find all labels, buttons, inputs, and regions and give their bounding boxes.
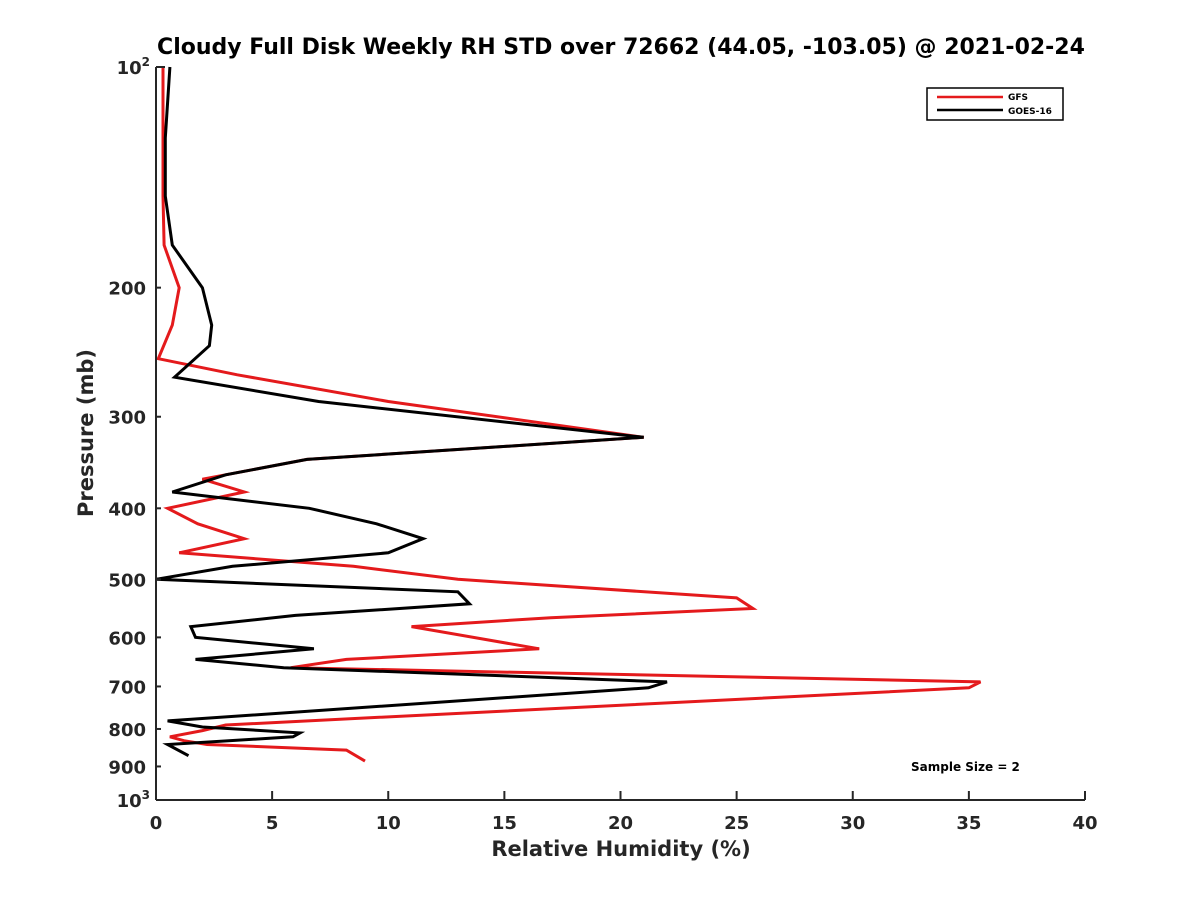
x-tick-label: 35 xyxy=(956,813,981,834)
y-tick-label: 300 xyxy=(108,408,146,429)
x-axis-label: Relative Humidity (%) xyxy=(491,837,750,861)
legend-label-gfs: GFS xyxy=(1008,93,1028,103)
series-line-gfs xyxy=(156,67,982,763)
x-tick-label: 10 xyxy=(376,813,401,834)
y-tick-label: 103 xyxy=(117,788,150,812)
chart-title: Cloudy Full Disk Weekly RH STD over 7266… xyxy=(157,35,1085,60)
x-tick-label: 20 xyxy=(608,813,633,834)
x-tick-label: 15 xyxy=(492,813,517,834)
y-tick-label: 400 xyxy=(108,499,146,520)
legend-label-goes16: GOES-16 xyxy=(1008,107,1052,117)
series-line-goes16 xyxy=(155,66,668,758)
y-ticks: 102 200 300 400 500 600 700 800 900 103 xyxy=(108,55,165,812)
x-tick-label: 40 xyxy=(1072,813,1097,834)
series-layer xyxy=(155,66,982,763)
y-tick-label: 800 xyxy=(108,720,146,741)
legend: GFS GOES-16 xyxy=(926,87,1064,121)
y-tick-label: 600 xyxy=(108,628,146,649)
x-tick-label: 25 xyxy=(724,813,749,834)
x-tick-label: 5 xyxy=(266,813,279,834)
y-tick-label: 500 xyxy=(108,570,146,591)
y-tick-label: 102 xyxy=(117,55,150,79)
y-tick-label: 700 xyxy=(108,677,146,698)
x-tick-label: 0 xyxy=(150,813,163,834)
legend-box xyxy=(926,87,1064,121)
sample-size-annotation: Sample Size = 2 xyxy=(911,760,1020,774)
x-tick-label: 30 xyxy=(840,813,865,834)
y-axis-label: Pressure (mb) xyxy=(74,349,98,517)
y-tick-label: 900 xyxy=(108,757,146,778)
y-tick-label: 200 xyxy=(108,279,146,300)
x-ticks: 0 5 10 15 20 25 30 35 40 xyxy=(150,791,1098,834)
